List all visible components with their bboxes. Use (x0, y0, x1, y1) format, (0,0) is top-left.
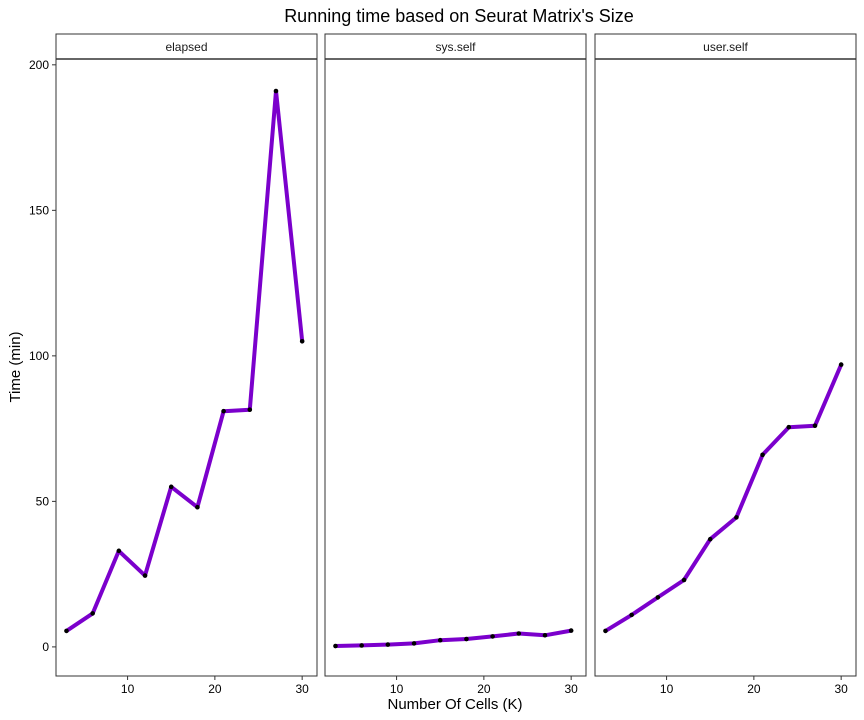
strip-label-1: sys.self (435, 40, 476, 54)
x-tick-label: 30 (564, 682, 578, 696)
strip-label-2: user.self (703, 40, 748, 54)
x-tick-label: 10 (390, 682, 404, 696)
data-point (760, 452, 765, 458)
data-point (655, 595, 661, 600)
data-point (385, 642, 391, 647)
data-point (681, 577, 687, 583)
data-point (838, 362, 844, 367)
y-axis-title: Time (min) (7, 331, 24, 402)
data-point (333, 643, 338, 649)
series-line-elapsed (64, 89, 305, 633)
data-point (490, 634, 495, 639)
strip-1 (324, 33, 587, 60)
data-point (734, 515, 739, 520)
data-point (411, 641, 417, 646)
data-point (629, 612, 634, 618)
x-tick-label: 10 (660, 682, 674, 696)
x-tick-label: 20 (747, 682, 761, 696)
y-tick-label: 0 (42, 640, 49, 654)
strip-0 (55, 33, 318, 60)
data-point (168, 484, 174, 490)
y-tick-label: 200 (29, 58, 49, 72)
data-point (142, 573, 148, 578)
data-point (221, 408, 226, 414)
series-line-user.self (603, 362, 844, 633)
panel-1 (324, 58, 587, 677)
data-point (299, 339, 305, 344)
x-tick-label: 10 (121, 682, 135, 696)
data-point (359, 643, 364, 648)
data-point (64, 628, 69, 634)
data-point (707, 536, 713, 542)
strip-label-0: elapsed (165, 40, 207, 54)
y-tick-label: 100 (29, 349, 49, 363)
data-point (786, 424, 792, 430)
data-point (195, 504, 200, 510)
data-point (568, 628, 574, 633)
chart-title: Running time based on Seurat Matrix's Si… (284, 6, 634, 26)
data-point (247, 407, 253, 413)
x-tick-label: 20 (208, 682, 222, 696)
data-point (516, 631, 522, 636)
data-point (437, 637, 443, 643)
x-tick-label: 20 (477, 682, 491, 696)
x-axis-title: Number Of Cells (K) (387, 696, 522, 713)
data-point (542, 632, 548, 638)
data-point (273, 88, 279, 94)
x-tick-label: 30 (834, 682, 848, 696)
data-point (90, 611, 95, 616)
data-point (812, 423, 818, 429)
data-point (464, 636, 469, 642)
facet-panels: elapsed 10 20 30 0 50 100 150 200 sys.self 10 20 30 u… (29, 33, 857, 696)
strip-2 (594, 33, 857, 60)
data-point (116, 548, 122, 554)
y-tick-label: 150 (29, 203, 49, 217)
panel-0 (55, 58, 318, 677)
y-tick-label: 50 (36, 494, 50, 508)
x-tick-label: 30 (295, 682, 309, 696)
series-line-sys.self (333, 628, 574, 648)
panel-2 (594, 58, 857, 677)
data-point (603, 628, 608, 634)
